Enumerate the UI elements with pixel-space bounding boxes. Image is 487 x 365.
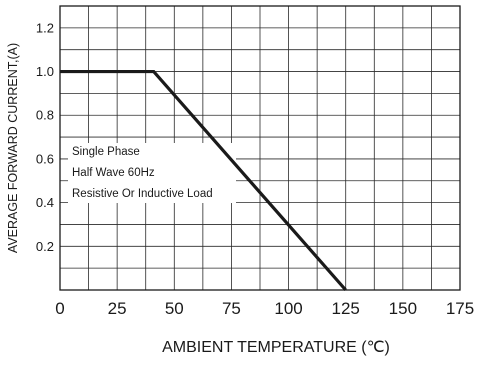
- annotation-background: [68, 143, 236, 203]
- x-tick-label: 75: [222, 299, 241, 318]
- series-line: [60, 69, 347, 292]
- x-tick-labels: 0 25 50 75 100 125 150 175: [55, 299, 474, 318]
- y-tick-label: 1.0: [36, 64, 54, 79]
- x-tick-label: 0: [55, 299, 64, 318]
- grid: [60, 6, 460, 290]
- annotation-single-phase: Single Phase: [72, 146, 140, 158]
- annotation-load-type: Resistive Or Inductive Load: [72, 188, 213, 200]
- x-tick-label: 125: [332, 299, 360, 318]
- annotation-box: Single Phase Half Wave 60Hz Resistive Or…: [68, 143, 236, 203]
- y-tick-label: 0.2: [36, 239, 54, 254]
- y-axis-title: AVERAGE FORWARD CURRENT,(A): [6, 43, 20, 253]
- x-tick-label: 175: [446, 299, 474, 318]
- y-tick-labels: 0.2 0.4 0.6 0.8 1.0 1.2: [36, 20, 54, 253]
- annotation-half-wave: Half Wave 60Hz: [72, 167, 155, 179]
- y-tick-label: 1.2: [36, 20, 54, 35]
- x-tick-label: 100: [274, 299, 302, 318]
- y-tick-label: 0.6: [36, 151, 54, 166]
- y-tick-label: 0.8: [36, 108, 54, 123]
- x-axis-title: AMBIENT TEMPERATURE (℃): [162, 339, 390, 356]
- y-tick-label: 0.4: [36, 195, 54, 210]
- x-tick-label: 150: [389, 299, 417, 318]
- plot-frame: [59, 5, 461, 291]
- x-tick-label: 25: [108, 299, 127, 318]
- x-tick-label: 50: [165, 299, 184, 318]
- series-layer: [60, 69, 347, 292]
